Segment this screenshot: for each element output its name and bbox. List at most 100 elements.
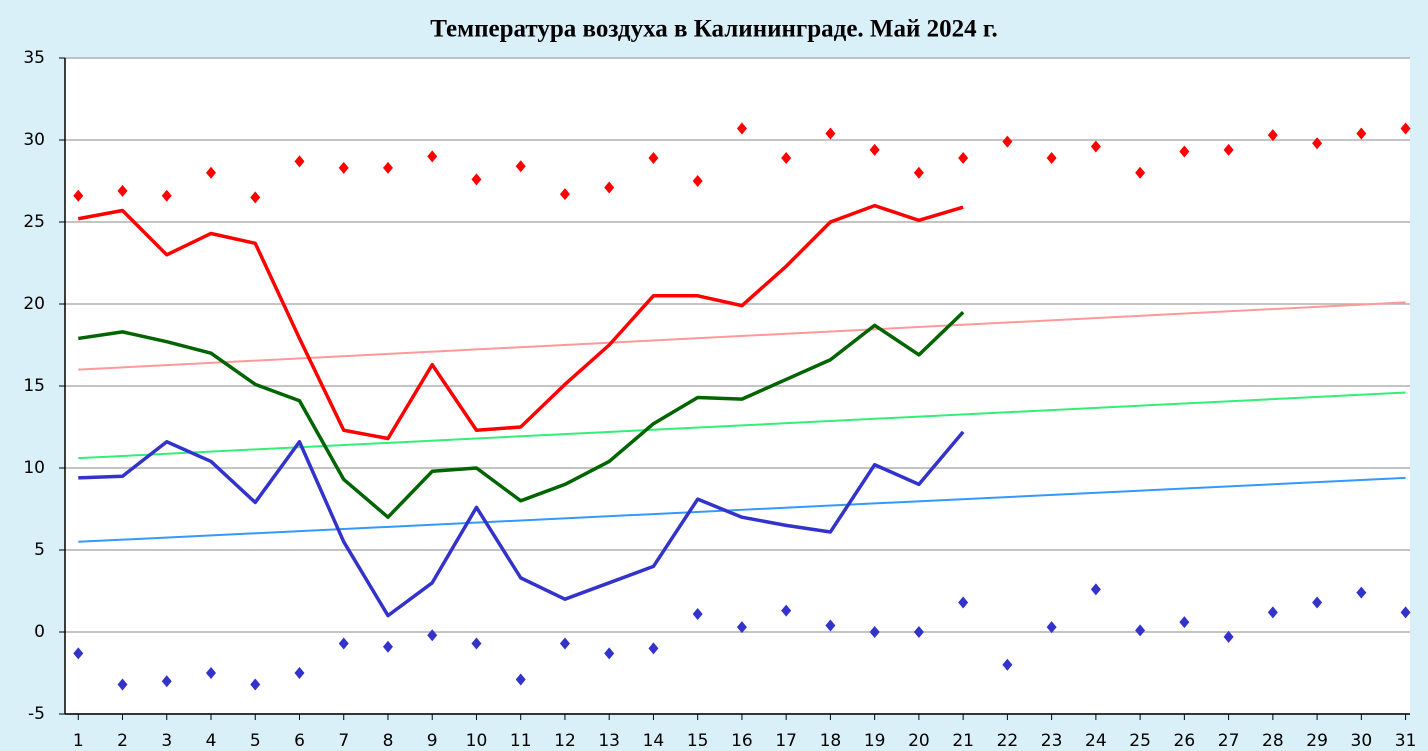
point-marker: [781, 604, 792, 617]
norm-line: [78, 301, 1406, 371]
point-marker: [692, 607, 703, 620]
point-marker: [1223, 630, 1234, 643]
x-tick-label: 17: [775, 731, 797, 751]
point-marker: [73, 189, 84, 202]
point-marker: [869, 143, 880, 156]
point-marker: [559, 188, 570, 201]
point-marker: [471, 637, 482, 650]
x-tick-label: 27: [1218, 731, 1240, 751]
point-marker: [825, 127, 836, 140]
point-marker: [825, 619, 836, 632]
y-tick-label: 5: [34, 540, 45, 560]
point-marker: [382, 640, 393, 653]
point-marker: [427, 629, 438, 642]
point-marker: [250, 678, 261, 691]
point-marker: [1356, 127, 1367, 140]
point-marker: [648, 152, 659, 165]
x-tick-label: 20: [908, 731, 930, 751]
x-tick-label: 29: [1306, 731, 1328, 751]
point-marker: [338, 637, 349, 650]
point-marker: [161, 189, 172, 202]
point-marker: [294, 155, 305, 168]
y-tick-label: 25: [23, 212, 45, 232]
y-tick-label: -5: [28, 704, 45, 724]
point-marker: [1223, 143, 1234, 156]
point-marker: [1400, 606, 1411, 619]
point-marker: [206, 166, 217, 179]
x-tick-label: 19: [864, 731, 886, 751]
point-marker: [1046, 152, 1057, 165]
x-tick-label: 9: [427, 731, 438, 751]
point-marker: [250, 191, 261, 204]
norm-line: [78, 391, 1406, 460]
x-tick-label: 5: [250, 731, 261, 751]
point-marker: [382, 161, 393, 174]
x-tick-label: 22: [997, 731, 1019, 751]
point-marker: [206, 667, 217, 679]
point-marker: [471, 173, 482, 186]
x-tick-label: 1: [73, 731, 84, 751]
x-tick-label: 10: [466, 731, 488, 751]
point-marker: [1179, 145, 1190, 158]
x-tick-label: 13: [598, 731, 620, 751]
y-tick-label: 30: [23, 130, 45, 150]
x-tick-label: 2: [117, 731, 128, 751]
point-marker: [958, 152, 969, 165]
chart-title: Температура воздуха в Калининграде. Май …: [430, 16, 997, 43]
x-tick-label: 11: [510, 731, 532, 751]
point-marker: [1356, 586, 1367, 599]
x-tick-label: 23: [1041, 731, 1063, 751]
x-tick-label: 28: [1262, 731, 1284, 751]
x-tick-label: 31: [1395, 731, 1417, 751]
point-marker: [736, 122, 747, 135]
point-marker: [1267, 129, 1278, 142]
point-marker: [604, 181, 615, 194]
point-marker: [913, 626, 924, 638]
x-tick-label: 15: [687, 731, 709, 751]
point-marker: [559, 637, 570, 650]
x-tick-label: 4: [206, 731, 217, 751]
point-marker: [73, 647, 84, 660]
point-marker: [1002, 135, 1013, 148]
point-marker: [1046, 621, 1057, 634]
point-marker: [338, 161, 349, 174]
point-marker: [294, 667, 305, 679]
x-tick-label: 7: [338, 731, 349, 751]
point-marker: [515, 160, 526, 173]
x-tick-label: 24: [1085, 731, 1107, 751]
point-marker: [604, 647, 615, 660]
point-marker: [1400, 122, 1411, 135]
point-marker: [515, 673, 526, 686]
point-marker: [692, 175, 703, 187]
y-tick-label: 20: [23, 294, 45, 314]
point-marker: [1090, 583, 1101, 596]
x-tick-label: 3: [161, 731, 172, 751]
point-marker: [1090, 140, 1101, 153]
point-marker: [736, 621, 747, 634]
point-marker: [648, 642, 659, 655]
point-marker: [1179, 616, 1190, 629]
x-tick-label: 6: [294, 731, 305, 751]
x-tick-label: 25: [1129, 731, 1151, 751]
point-marker: [117, 678, 128, 691]
data-line: [77, 203, 964, 441]
point-marker: [161, 675, 172, 688]
norm-line: [78, 476, 1406, 543]
y-tick-label: 15: [23, 376, 45, 396]
point-marker: [913, 166, 924, 179]
data-line: [78, 430, 965, 618]
x-tick-label: 21: [952, 731, 974, 751]
point-marker: [1135, 166, 1146, 179]
point-marker: [1267, 606, 1278, 619]
point-marker: [1002, 658, 1013, 671]
point-marker: [1312, 596, 1323, 609]
x-tick-label: 8: [383, 731, 394, 751]
y-tick-label: 10: [23, 458, 45, 478]
point-marker: [958, 596, 969, 609]
x-tick-label: 14: [643, 731, 665, 751]
point-marker: [1135, 624, 1146, 637]
data-line: [78, 310, 965, 519]
y-tick-label: 35: [23, 48, 45, 68]
point-marker: [869, 626, 880, 638]
